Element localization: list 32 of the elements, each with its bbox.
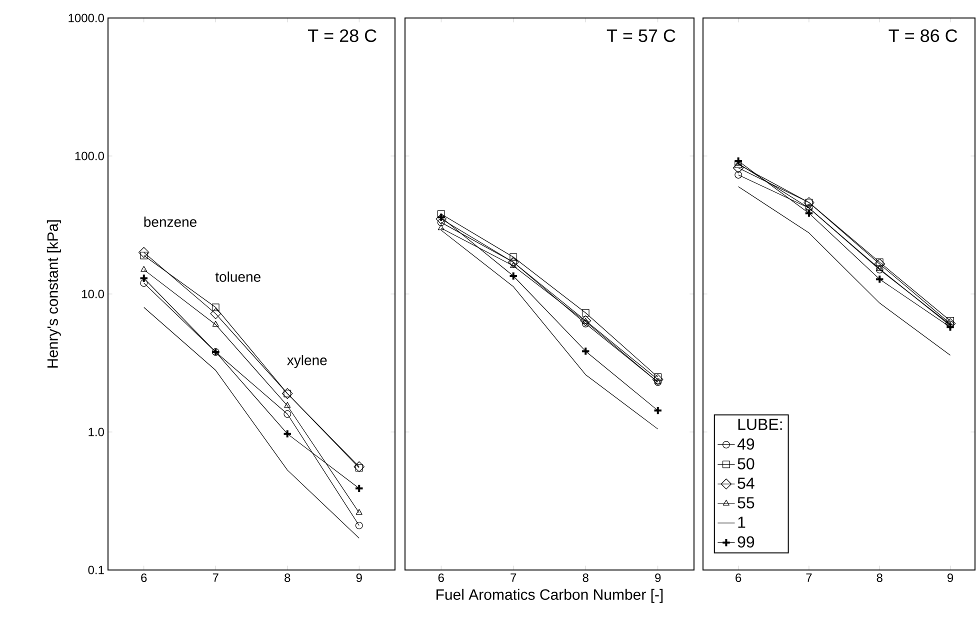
annotation: toluene (215, 272, 260, 282)
legend-label: 50 (738, 458, 754, 470)
x-tick-label: 9 (948, 574, 954, 582)
x-tick-label: 6 (736, 574, 742, 582)
y-tick-label: 0.1 (88, 566, 104, 574)
x-tick-label: 8 (876, 574, 882, 582)
x-tick-label: 8 (284, 574, 290, 582)
y-tick-label: 1.0 (88, 428, 104, 436)
chart-title: T = 28 C (308, 29, 376, 42)
legend-label: 55 (738, 497, 754, 508)
x-tick-label: 6 (438, 574, 444, 582)
legend-title: LUBE: (738, 418, 782, 430)
legend-label: 54 (738, 478, 754, 489)
annotation: benzene (144, 216, 196, 227)
x-tick-label: 6 (141, 574, 147, 582)
legend-label: 49 (737, 438, 754, 450)
legend-label: 1 (738, 516, 746, 528)
x-tick-label: 9 (655, 574, 661, 582)
y-tick-label: 1000.0 (68, 14, 104, 22)
chart-title: T = 57 C (606, 29, 676, 42)
annotation: xylene (287, 354, 327, 368)
chart-title: T = 86 C (888, 29, 958, 42)
y-tick-label: 100.0 (75, 152, 104, 160)
x-tick-label: 7 (510, 574, 516, 582)
x-tick-label: 7 (806, 574, 812, 582)
x-tick-label: 9 (356, 574, 362, 582)
x-tick-label: 8 (582, 574, 588, 582)
legend-label: 99 (738, 536, 754, 548)
y-axis-title: Henry's constant [kPa] (46, 220, 61, 368)
y-tick-label: 10.0 (82, 290, 104, 298)
x-axis-title: Fuel Aromatics Carbon Number [-] (436, 588, 663, 603)
x-tick-label: 7 (212, 574, 218, 582)
